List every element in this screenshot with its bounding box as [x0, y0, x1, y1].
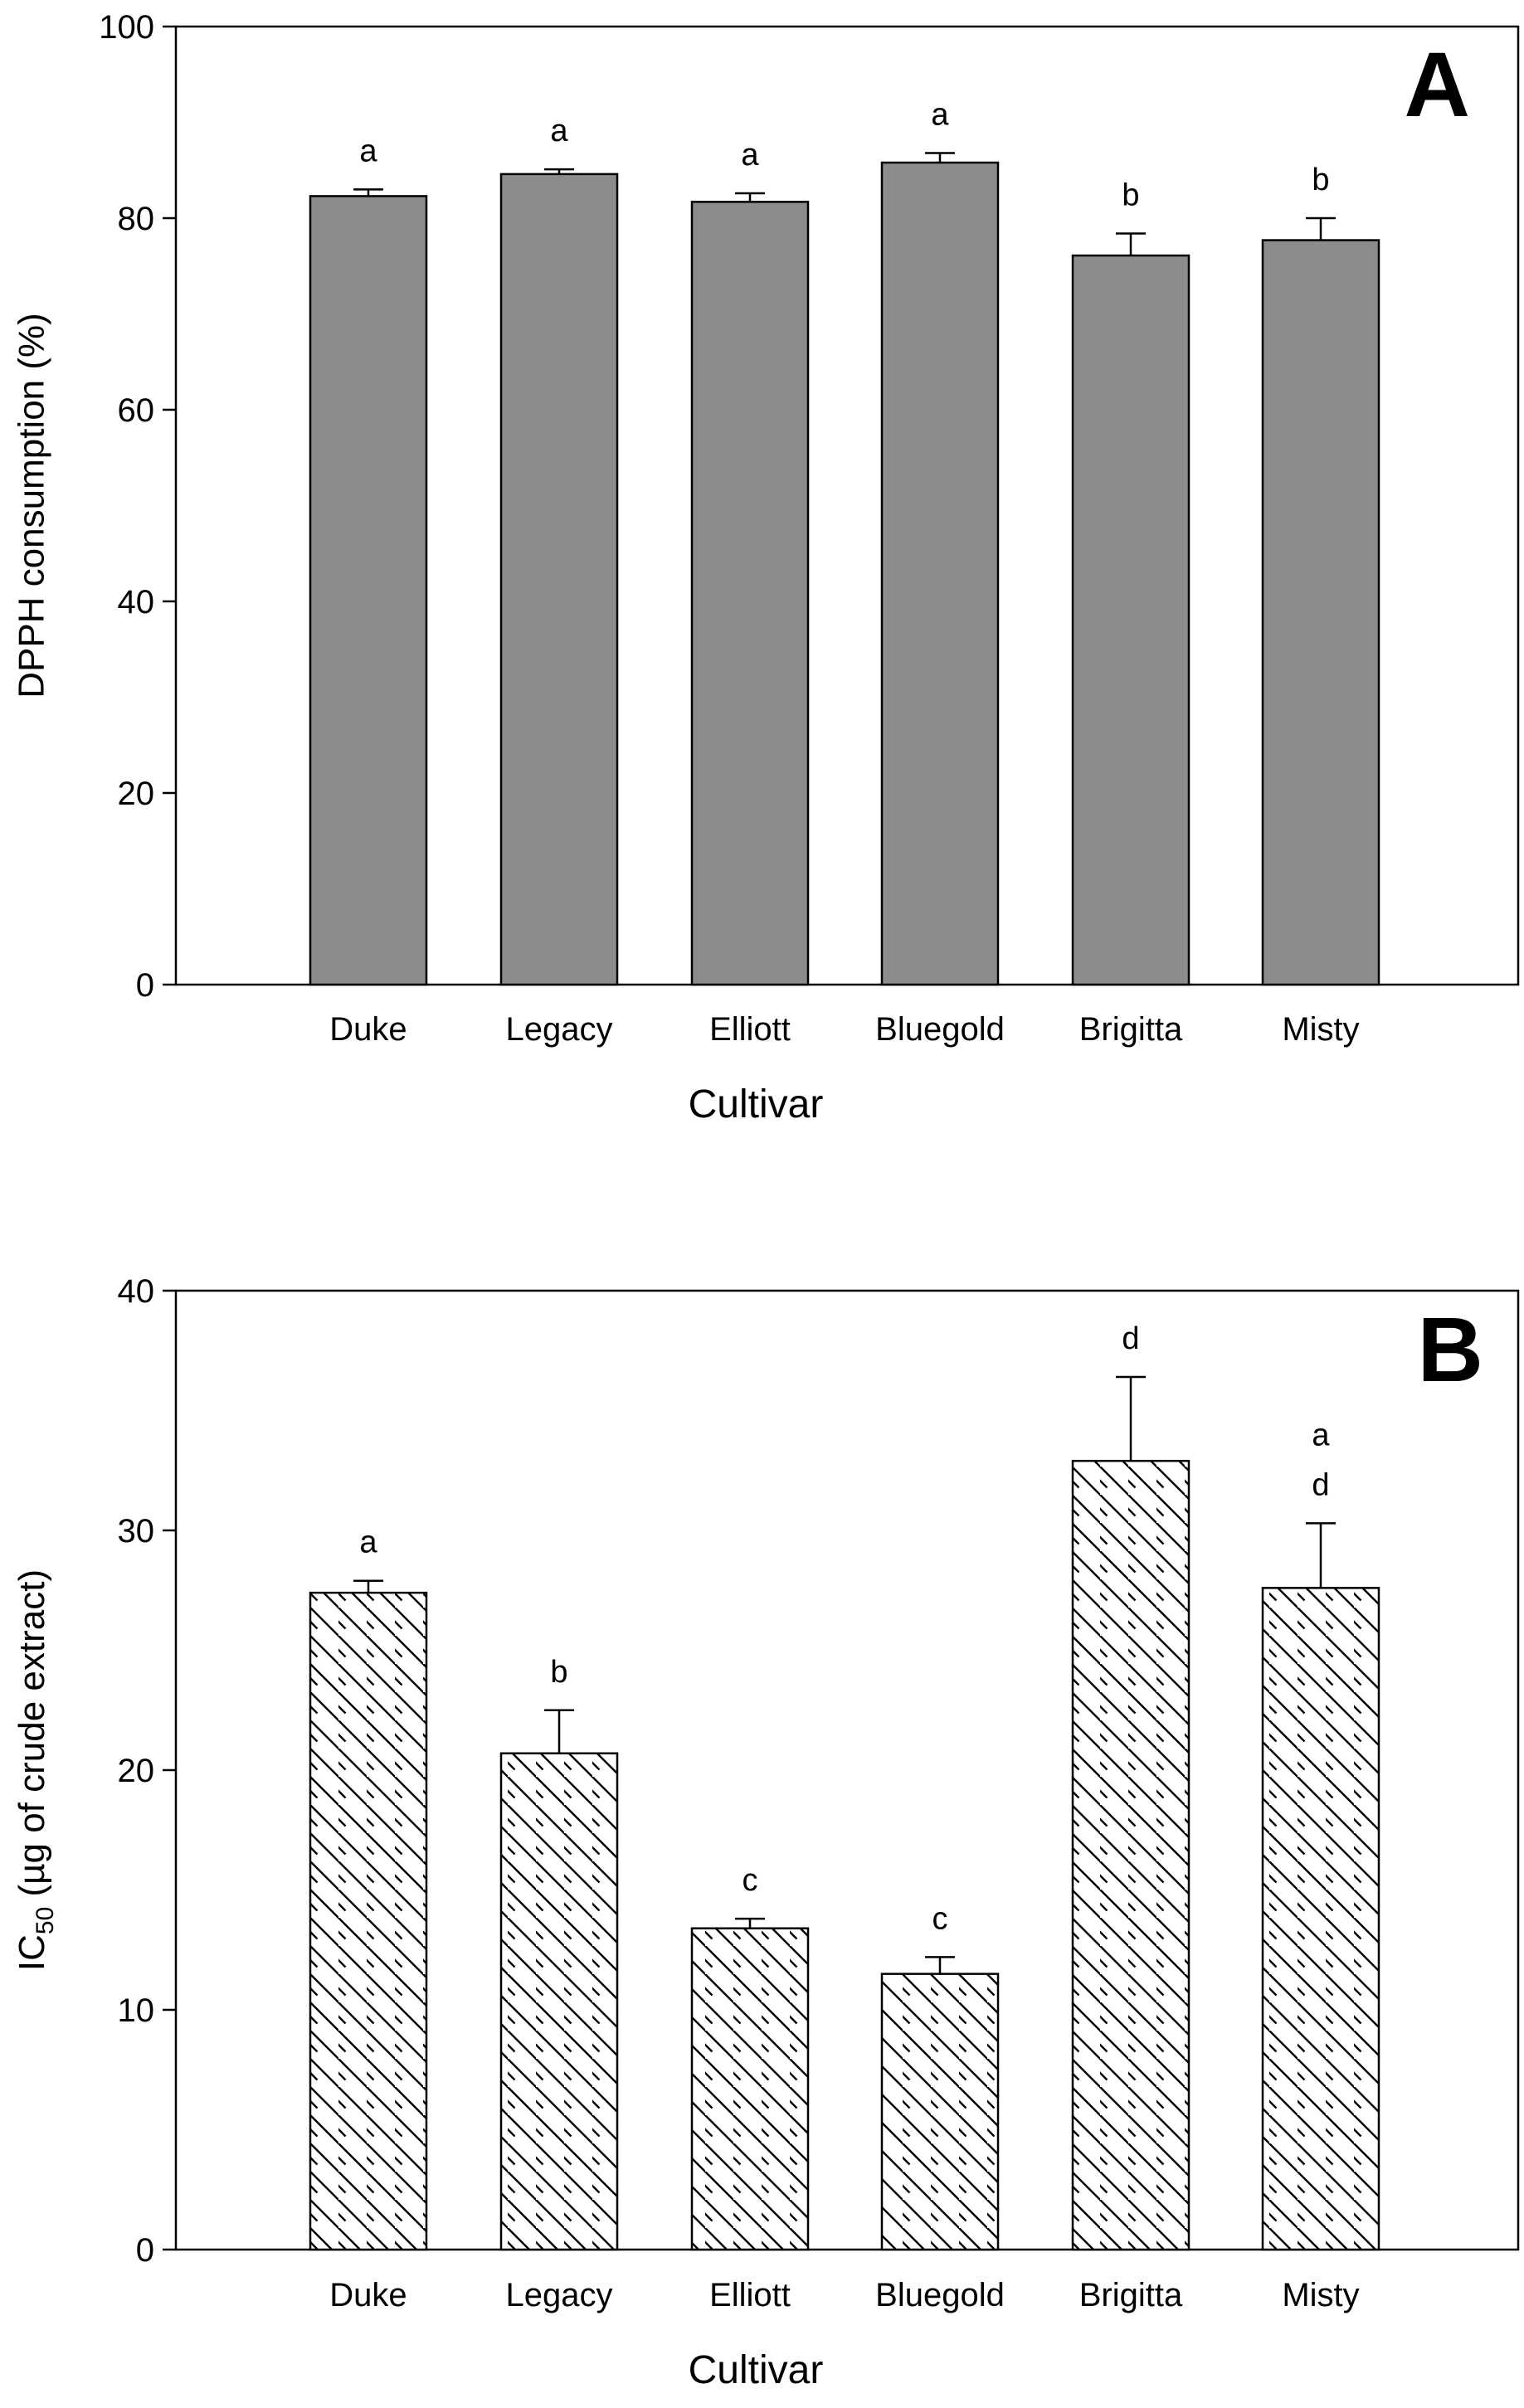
x-category-label-a-elliott: Elliott	[709, 1011, 791, 1048]
bar-a-elliott	[690, 201, 810, 986]
bar-b-bluegold	[880, 1973, 1000, 2251]
significance-label-a-elliott-0: a	[741, 138, 759, 173]
bar-b-legacy	[499, 1752, 619, 2251]
bar-b-elliott	[690, 1927, 810, 2251]
y-axis-title-rest-b: (µg of crude extract)	[12, 1569, 52, 1907]
x-category-label-b-legacy: Legacy	[506, 2277, 613, 2313]
bar-a-bluegold	[880, 161, 1000, 986]
plot-frame-a	[174, 25, 1520, 986]
panel-letter-a: A	[1405, 34, 1470, 136]
significance-label-b-brigitta-0: d	[1122, 1321, 1139, 1356]
y-tick-label-b-3: 30	[118, 1513, 155, 1549]
y-axis-title-b: IC50 (µg of crude extract)	[12, 1569, 60, 1971]
y-tick-label-a-4: 80	[118, 201, 155, 237]
x-category-label-b-elliott: Elliott	[709, 2277, 791, 2313]
significance-label-a-bluegold-0: a	[931, 97, 949, 132]
x-axis-title-b: Cultivar	[689, 2348, 824, 2392]
x-category-label-b-brigitta: Brigitta	[1079, 2277, 1183, 2313]
y-tick-label-a-2: 40	[118, 584, 155, 620]
x-axis-title-a: Cultivar	[689, 1082, 824, 1126]
y-tick-label-b-1: 10	[118, 1992, 155, 2029]
bar-a-duke	[309, 195, 428, 986]
y-tick-label-b-4: 40	[118, 1273, 155, 1310]
x-category-label-b-duke: Duke	[329, 2277, 407, 2313]
panel-b-chart: 0 10 20 30 40 a Duke b Legacy c Elliott c Bluegold d B…	[12, 1273, 1520, 2392]
bar-b-brigitta	[1071, 1459, 1190, 2251]
bar-b-misty	[1261, 1587, 1380, 2251]
significance-label-a-brigitta-0: b	[1122, 178, 1139, 212]
x-category-label-a-misty: Misty	[1282, 1011, 1359, 1048]
significance-label-b-elliott-0: c	[743, 1863, 758, 1898]
significance-label-b-duke-0: a	[359, 1525, 377, 1560]
panel-letter-b: B	[1418, 1299, 1483, 1401]
y-axis-title-a: DPPH consumption (%)	[12, 313, 52, 698]
y-tick-label-a-1: 20	[118, 776, 155, 812]
x-category-label-b-bluegold: Bluegold	[875, 2277, 1005, 2313]
significance-label-a-misty-0: b	[1312, 163, 1329, 197]
x-category-label-b-misty: Misty	[1282, 2277, 1359, 2313]
significance-label-b-misty-1: a	[1312, 1418, 1330, 1452]
significance-label-a-legacy-0: a	[550, 114, 568, 148]
y-axis-title-subscript-b: 50	[32, 1907, 59, 1934]
bar-a-brigitta	[1071, 254, 1190, 986]
panel-a-chart: 0 20 40 60 80 100 a Duke a Legacy a Elliott a Bluegol…	[12, 9, 1520, 1126]
y-tick-label-a-5: 100	[99, 9, 154, 46]
x-category-label-a-legacy: Legacy	[506, 1011, 613, 1048]
x-category-label-a-brigitta: Brigitta	[1079, 1011, 1183, 1048]
bar-b-duke	[309, 1591, 428, 2251]
x-category-label-a-bluegold: Bluegold	[875, 1011, 1005, 1048]
bar-a-legacy	[499, 173, 619, 986]
y-axis-title-main-b: IC	[12, 1934, 52, 1971]
y-tick-label-a-3: 60	[118, 392, 155, 429]
y-tick-label-b-0: 0	[136, 2232, 154, 2269]
y-tick-label-a-0: 0	[136, 967, 154, 1004]
significance-label-b-misty-0: d	[1312, 1467, 1329, 1502]
significance-label-a-duke-0: a	[359, 134, 377, 168]
bar-a-misty	[1261, 239, 1380, 986]
significance-label-b-legacy-0: b	[550, 1655, 567, 1690]
y-tick-label-b-2: 20	[118, 1753, 155, 1789]
x-category-label-a-duke: Duke	[329, 1011, 407, 1048]
significance-label-b-bluegold-0: c	[932, 1901, 948, 1936]
